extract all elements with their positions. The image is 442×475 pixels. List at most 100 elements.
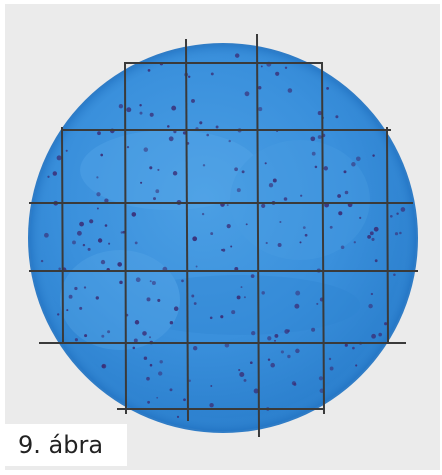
colony-dot xyxy=(193,302,197,305)
colony-dot xyxy=(87,247,91,251)
colony-dot xyxy=(287,88,293,93)
colony-dot xyxy=(47,175,50,178)
colony-dot xyxy=(57,313,60,316)
colony-dot xyxy=(95,296,99,300)
colony-dot xyxy=(126,146,130,149)
colony-dot xyxy=(156,396,159,399)
petri-dish xyxy=(28,43,418,433)
colony-dot xyxy=(191,98,195,103)
colony-dot xyxy=(287,329,290,333)
colony-dot xyxy=(373,226,379,232)
colony-dot xyxy=(158,371,163,376)
colony-dot xyxy=(234,53,240,58)
colony-dot xyxy=(107,330,111,334)
colony-dot xyxy=(369,231,374,236)
colony-dot xyxy=(192,236,198,242)
colony-dot xyxy=(311,151,316,156)
grid-line xyxy=(60,126,65,345)
colony-dot xyxy=(101,364,105,368)
colony-dot xyxy=(338,211,343,216)
colony-dot xyxy=(226,204,229,207)
colony-dot xyxy=(104,198,109,203)
colony-dot xyxy=(169,320,174,325)
colony-dot xyxy=(378,332,383,337)
colony-dot xyxy=(294,303,300,309)
colony-dot xyxy=(370,292,374,296)
colony-dot xyxy=(68,294,73,299)
colony-dot xyxy=(104,224,108,227)
colony-dot xyxy=(267,358,271,361)
colony-dot xyxy=(352,346,355,350)
colony-dot xyxy=(132,346,136,350)
colony-dot xyxy=(147,69,151,72)
colony-dot xyxy=(222,248,226,252)
colony-dot xyxy=(272,178,277,183)
grid-line xyxy=(385,126,390,345)
grid-line xyxy=(184,38,190,422)
colony-dot xyxy=(195,265,198,268)
colony-dot xyxy=(134,320,140,325)
colony-dot xyxy=(97,238,103,243)
colony-dot xyxy=(176,415,180,418)
colony-dot xyxy=(283,197,288,201)
colony-dot xyxy=(270,362,275,368)
colony-dot xyxy=(367,234,372,239)
colony-dot xyxy=(40,259,44,263)
colony-dot xyxy=(76,230,82,236)
colony-dot xyxy=(182,131,187,135)
colony-dot xyxy=(393,273,396,277)
colony-dot xyxy=(251,330,256,336)
colony-dot xyxy=(146,297,151,302)
colony-dot xyxy=(149,112,154,117)
colony-dot xyxy=(236,188,241,193)
colony-dot xyxy=(84,334,88,338)
colony-dot xyxy=(52,171,58,176)
grid-line xyxy=(255,33,261,438)
colony-dot xyxy=(56,155,62,161)
colony-dot xyxy=(220,315,224,319)
colony-dot xyxy=(135,277,141,283)
colony-dot xyxy=(249,361,253,365)
colony-dot xyxy=(100,153,104,157)
colony-dot xyxy=(157,168,160,171)
colony-dot xyxy=(66,309,69,312)
colony-dot xyxy=(295,290,301,296)
colony-dot xyxy=(96,192,101,197)
colony-dot xyxy=(139,111,143,115)
colony-dot xyxy=(384,322,388,326)
colony-dot xyxy=(234,267,239,271)
colony-dot xyxy=(120,231,124,234)
colony-dot xyxy=(343,170,347,174)
grid-line xyxy=(123,61,128,415)
colony-dot xyxy=(344,190,349,195)
colony-dot xyxy=(389,214,393,218)
colony-dot xyxy=(274,339,276,342)
colony-dot xyxy=(371,237,375,241)
colony-dot xyxy=(236,295,241,300)
colony-dot xyxy=(238,368,241,372)
colonies xyxy=(40,53,406,418)
colony-dot xyxy=(169,388,173,392)
colony-dot xyxy=(299,241,302,244)
colony-dot xyxy=(264,162,267,165)
colony-dot xyxy=(96,176,99,179)
colony-dot xyxy=(74,286,78,291)
colony-dot xyxy=(231,310,236,315)
colony-dot xyxy=(260,65,263,68)
colony-dot xyxy=(142,331,147,336)
colony-dot xyxy=(310,136,316,142)
colony-dot xyxy=(241,170,245,174)
colony-dot xyxy=(394,232,399,236)
colony-dot xyxy=(396,212,399,215)
colony-dot xyxy=(97,131,101,136)
colony-dot xyxy=(131,212,137,217)
colony-dot xyxy=(287,354,291,359)
colony-dot xyxy=(257,86,262,90)
colony-dot xyxy=(317,135,322,139)
colony-dot xyxy=(72,240,76,245)
colony-dot xyxy=(245,223,248,226)
colony-dot xyxy=(79,306,83,310)
colony-dot xyxy=(337,194,341,198)
colony-dot xyxy=(323,166,329,171)
colony-dot xyxy=(275,71,280,76)
